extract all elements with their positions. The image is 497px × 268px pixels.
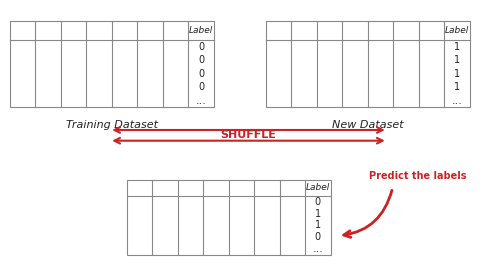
Text: Label: Label: [445, 26, 469, 35]
Bar: [266, 21, 470, 107]
Text: SHUFFLE: SHUFFLE: [221, 130, 276, 140]
Text: ...: ...: [195, 95, 206, 106]
Text: 1: 1: [454, 69, 460, 79]
Bar: [10, 21, 214, 107]
Text: 0: 0: [315, 197, 321, 207]
Text: Training Dataset: Training Dataset: [66, 120, 158, 130]
Text: Predict the labels: Predict the labels: [369, 170, 466, 181]
Text: 1: 1: [454, 82, 460, 92]
Text: 1: 1: [315, 209, 321, 219]
Text: 1: 1: [315, 220, 321, 230]
Text: ...: ...: [312, 244, 323, 254]
Text: Label: Label: [306, 183, 330, 192]
Text: Label: Label: [189, 26, 213, 35]
Text: 0: 0: [315, 232, 321, 242]
Text: 0: 0: [198, 55, 204, 65]
Text: 1: 1: [454, 55, 460, 65]
Text: 1: 1: [454, 42, 460, 52]
Text: New Dataset: New Dataset: [332, 120, 404, 130]
Text: 0: 0: [198, 82, 204, 92]
Bar: [127, 180, 331, 255]
Text: 0: 0: [198, 69, 204, 79]
Text: 0: 0: [198, 42, 204, 52]
Text: ...: ...: [451, 95, 462, 106]
